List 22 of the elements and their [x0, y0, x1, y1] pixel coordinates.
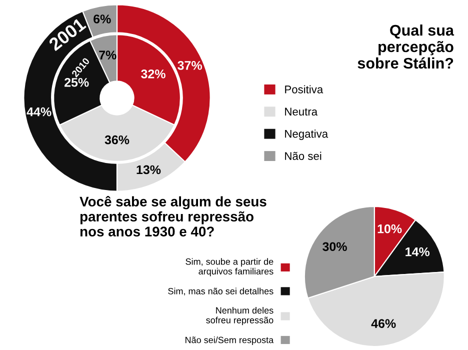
- data-label: 13%: [136, 165, 161, 174]
- data-label: 6%: [94, 14, 111, 24]
- text: Qual sua percepção sobre Stálin?: [358, 24, 454, 69]
- chart-title: Você sabe se algum de seus parentes sofreu repressão nos anos 1930 e 40?: [80, 196, 266, 237]
- legend-label: Neutra: [285, 108, 318, 116]
- legend-label: Sim, soube a partir de arquivos familiares: [186, 258, 274, 276]
- legend-label: Positiva: [285, 85, 324, 94]
- legend-label: Não sei/Sem resposta: [186, 336, 274, 345]
- data-label: 10%: [378, 224, 402, 234]
- data-label: 7%: [99, 50, 116, 60]
- data-label: 36%: [104, 135, 130, 144]
- data-label: 30%: [322, 242, 347, 252]
- legend-label: Nenhum deles sofreu repressão: [206, 306, 274, 326]
- data-label: 14%: [406, 247, 430, 256]
- data-label: 32%: [141, 70, 166, 78]
- data-label: 44%: [26, 107, 52, 116]
- data-label: 25%: [64, 78, 89, 87]
- data-label: 37%: [178, 60, 202, 70]
- legend-label: Negativa: [285, 130, 328, 140]
- data-label: 46%: [371, 319, 396, 328]
- legend-label: Sim, mas não sei detalhes: [168, 288, 274, 296]
- legend-label: Não sei: [285, 152, 322, 160]
